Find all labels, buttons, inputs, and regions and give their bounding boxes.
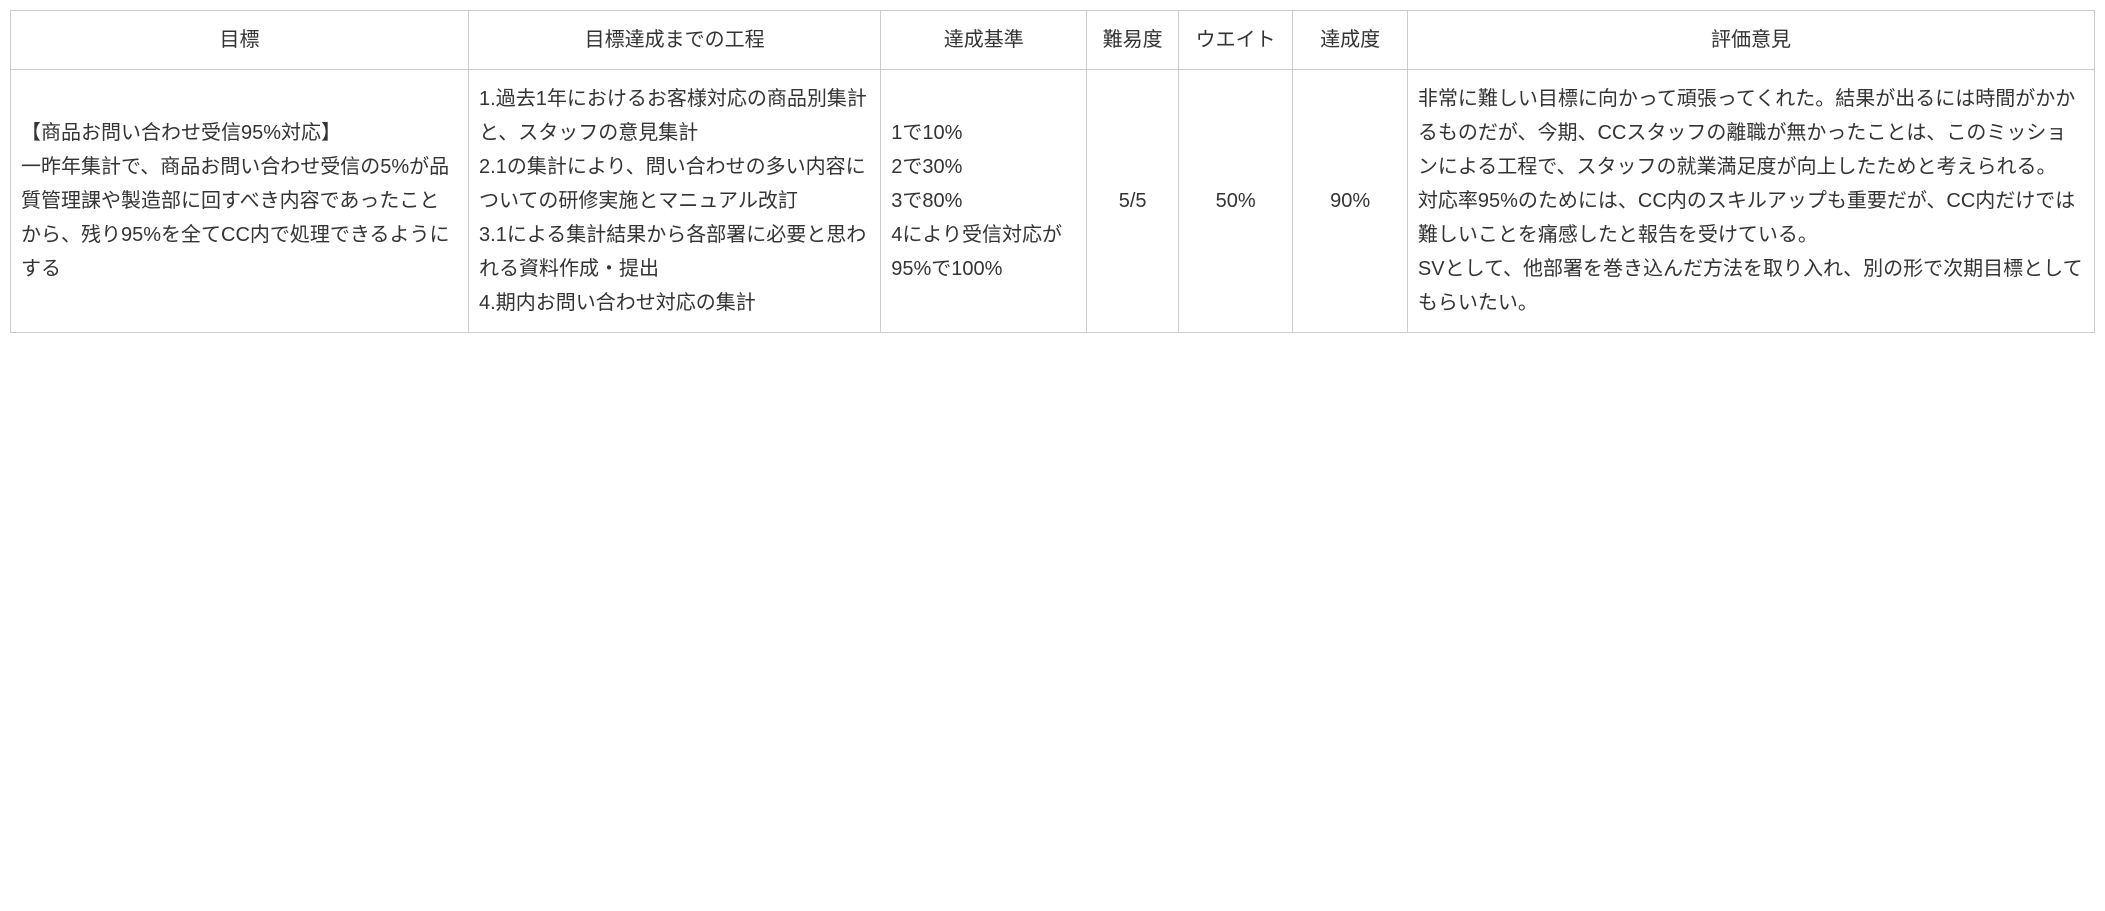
cell-difficulty: 5/5 (1087, 70, 1179, 333)
cell-criteria: 1で10% 2で30% 3で80% 4により受信対応が95%で100% (881, 70, 1087, 333)
header-feedback: 評価意見 (1407, 11, 2094, 70)
header-process: 目標達成までの工程 (469, 11, 881, 70)
header-criteria: 達成基準 (881, 11, 1087, 70)
table-row: 【商品お問い合わせ受信95%対応】 一昨年集計で、商品お問い合わせ受信の5%が品… (11, 70, 2095, 333)
evaluation-table: 目標 目標達成までの工程 達成基準 難易度 ウエイト 達成度 評価意見 【商品お… (10, 10, 2095, 333)
cell-feedback: 非常に難しい目標に向かって頑張ってくれた。結果が出るには時間がかかるものだが、今… (1407, 70, 2094, 333)
header-achievement: 達成度 (1293, 11, 1407, 70)
header-goal: 目標 (11, 11, 469, 70)
header-difficulty: 難易度 (1087, 11, 1179, 70)
cell-process: 1.過去1年におけるお客様対応の商品別集計と、スタッフの意見集計 2.1の集計に… (469, 70, 881, 333)
header-weight: ウエイト (1178, 11, 1292, 70)
cell-goal: 【商品お問い合わせ受信95%対応】 一昨年集計で、商品お問い合わせ受信の5%が品… (11, 70, 469, 333)
table-header-row: 目標 目標達成までの工程 達成基準 難易度 ウエイト 達成度 評価意見 (11, 11, 2095, 70)
cell-achievement: 90% (1293, 70, 1407, 333)
cell-weight: 50% (1178, 70, 1292, 333)
